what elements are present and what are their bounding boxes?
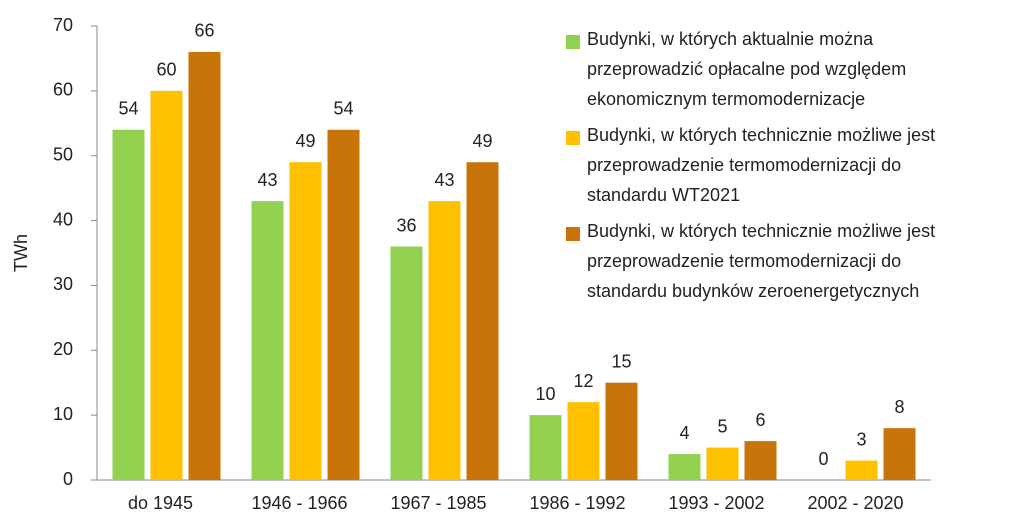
- data-label: 10: [535, 384, 555, 404]
- bar: [605, 382, 638, 480]
- data-label: 43: [434, 170, 454, 190]
- bar: [428, 201, 461, 480]
- data-label: 4: [679, 423, 689, 443]
- bar: [529, 415, 562, 480]
- bar: [390, 246, 423, 480]
- data-label: 5: [717, 416, 727, 436]
- x-tick-label: do 1945: [128, 493, 193, 513]
- data-label: 6: [755, 410, 765, 430]
- data-label: 3: [856, 429, 866, 449]
- x-tick-label: 1986 - 1992: [529, 493, 625, 513]
- legend-label: Budynki, w których aktualnie można przep…: [587, 29, 907, 109]
- legend-swatch: [566, 35, 580, 49]
- legend-label: Budynki, w których technicznie możliwe j…: [587, 125, 936, 205]
- legend-swatch: [566, 131, 580, 145]
- x-tick-label: 1967 - 1985: [390, 493, 486, 513]
- legend-item: Budynki, w których aktualnie można przep…: [566, 29, 1033, 114]
- data-label: 49: [295, 131, 315, 151]
- x-tick-label: 2002 - 2020: [807, 493, 903, 513]
- bar: [567, 402, 600, 480]
- bar: [188, 51, 221, 480]
- y-tick-label: 70: [53, 15, 73, 35]
- bar: [289, 162, 322, 480]
- bar: [668, 454, 701, 480]
- bar: [706, 447, 739, 480]
- bar: [251, 201, 284, 480]
- y-tick-label: 20: [53, 339, 73, 359]
- data-label: 12: [573, 371, 593, 391]
- data-label: 15: [611, 351, 631, 371]
- y-tick-label: 10: [53, 404, 73, 424]
- legend-item: Budynki, w których technicznie możliwe j…: [566, 221, 1033, 306]
- x-tick-label: 1993 - 2002: [668, 493, 764, 513]
- bar: [327, 129, 360, 480]
- data-label: 54: [333, 99, 353, 119]
- y-tick-label: 60: [53, 80, 73, 100]
- y-tick-label: 40: [53, 209, 73, 229]
- x-tick-label: 1946 - 1966: [251, 493, 347, 513]
- legend-item: Budynki, w których technicznie możliwe j…: [566, 125, 1033, 210]
- data-label: 36: [396, 215, 416, 235]
- data-label: 54: [118, 99, 138, 119]
- data-label: 43: [257, 170, 277, 190]
- data-label: 60: [156, 60, 176, 80]
- data-label: 66: [194, 21, 214, 41]
- data-label: 0: [818, 449, 828, 469]
- y-tick-label: 0: [63, 469, 73, 489]
- data-label: 49: [472, 131, 492, 151]
- bar: [150, 90, 183, 480]
- y-axis-label: TWh: [11, 234, 31, 272]
- bar: [112, 129, 145, 480]
- legend: Budynki, w których aktualnie można przep…: [566, 29, 1033, 318]
- legend-label: Budynki, w których technicznie możliwe j…: [587, 221, 936, 301]
- legend-swatch: [566, 227, 580, 241]
- y-tick-label: 30: [53, 274, 73, 294]
- bar: [883, 428, 916, 480]
- data-label: 8: [894, 397, 904, 417]
- bar: [744, 441, 777, 480]
- bar: [466, 162, 499, 480]
- y-tick-label: 50: [53, 144, 73, 164]
- bar: [845, 460, 878, 480]
